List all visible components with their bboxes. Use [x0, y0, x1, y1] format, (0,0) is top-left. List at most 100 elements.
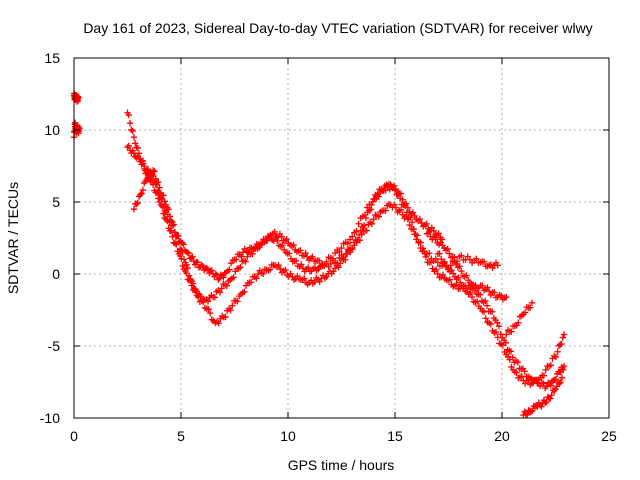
data-point	[482, 297, 489, 305]
data-point	[274, 237, 281, 245]
data-point	[167, 217, 175, 225]
data-point	[189, 253, 196, 260]
data-point	[297, 247, 304, 254]
y-tick-label: -5	[48, 338, 61, 354]
x-axis-label: GPS time / hours	[288, 457, 395, 473]
data-point	[416, 215, 424, 223]
data-point	[438, 255, 445, 263]
data-point	[382, 207, 389, 214]
data-point	[558, 340, 565, 348]
data-point	[515, 319, 522, 327]
data-point	[548, 391, 555, 399]
data-point	[166, 213, 174, 220]
data-point	[453, 260, 460, 268]
data-point	[494, 334, 501, 341]
data-point	[451, 254, 458, 261]
data-point	[241, 288, 248, 295]
data-point	[439, 271, 447, 279]
data-point	[547, 395, 554, 402]
data-point	[542, 366, 549, 374]
data-point	[185, 272, 193, 279]
data-point	[298, 261, 305, 268]
data-point	[414, 232, 421, 239]
data-point	[522, 410, 530, 418]
data-point	[453, 257, 461, 265]
data-point	[420, 248, 428, 255]
data-point	[444, 245, 451, 253]
data-point	[375, 213, 382, 220]
data-point	[338, 244, 345, 252]
data-point	[434, 270, 441, 278]
data-point	[242, 258, 249, 265]
data-point	[155, 178, 162, 186]
data-point	[542, 399, 549, 407]
data-point	[125, 111, 132, 119]
data-point	[76, 125, 83, 132]
data-point	[277, 265, 284, 273]
data-point	[367, 206, 375, 213]
data-point	[215, 276, 222, 283]
data-point	[487, 320, 495, 328]
data-point	[208, 267, 216, 274]
data-point	[399, 211, 406, 218]
data-point	[355, 231, 363, 239]
data-point	[327, 260, 334, 268]
data-point	[160, 210, 167, 217]
data-point	[316, 278, 323, 285]
plot-frame	[73, 57, 610, 419]
y-axis-label: SDTVAR / TECUs	[5, 182, 21, 294]
data-point	[432, 266, 440, 273]
x-tick-label: 0	[70, 428, 78, 444]
data-point	[392, 204, 400, 211]
data-point	[473, 255, 480, 262]
data-point	[557, 378, 564, 386]
data-point	[149, 181, 157, 188]
data-point	[302, 249, 309, 257]
data-point	[301, 275, 308, 282]
data-point	[450, 270, 457, 277]
data-point	[229, 302, 236, 309]
data-point	[409, 209, 417, 216]
data-point	[223, 282, 230, 290]
data-point	[527, 408, 535, 415]
data-point	[233, 256, 240, 263]
data-point	[203, 265, 210, 272]
data-point	[188, 254, 195, 261]
data-point	[395, 190, 402, 198]
data-point	[497, 292, 505, 299]
data-point	[143, 175, 150, 183]
data-point	[543, 398, 550, 406]
data-point	[528, 299, 536, 306]
data-point	[362, 214, 370, 222]
data-point	[503, 293, 510, 301]
data-point	[432, 255, 439, 262]
data-point	[552, 353, 560, 361]
data-point	[161, 198, 168, 205]
data-point	[336, 248, 343, 255]
series-arc-0a	[70, 90, 82, 105]
data-point	[411, 212, 418, 220]
data-point	[470, 281, 477, 289]
data-point	[227, 307, 234, 314]
data-point	[418, 219, 425, 227]
data-point	[355, 220, 362, 227]
data-point	[357, 227, 364, 234]
data-point	[128, 126, 135, 134]
data-point	[426, 250, 433, 257]
data-point	[342, 256, 349, 263]
data-point	[547, 362, 554, 369]
data-point	[237, 264, 244, 271]
data-point	[471, 287, 479, 294]
data-point	[337, 260, 344, 267]
data-point	[206, 309, 214, 317]
data-point	[275, 261, 282, 269]
data-point	[494, 319, 501, 326]
data-point	[497, 330, 504, 338]
data-point	[480, 258, 488, 265]
data-point	[253, 275, 260, 282]
data-point	[144, 174, 152, 181]
x-tick-label: 20	[494, 428, 510, 444]
data-point	[179, 262, 186, 270]
data-point	[434, 259, 441, 266]
data-point	[179, 248, 186, 256]
